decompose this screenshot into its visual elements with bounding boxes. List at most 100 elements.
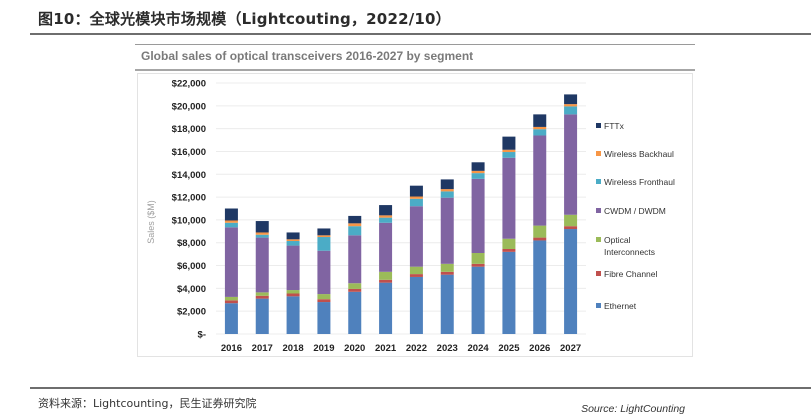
bar-segment-optical-interconnects [224, 296, 238, 301]
x-tick-label: 2025 [498, 343, 520, 354]
bar-segment-ethernet [317, 302, 331, 334]
bar-segment-fibre-channel [348, 288, 362, 292]
legend-label: CWDM / DWDM [604, 206, 666, 216]
x-tick-label: 2022 [406, 343, 427, 354]
bar-segment-ethernet [286, 296, 300, 334]
y-tick-label: $20,000 [172, 101, 206, 112]
bar-segment-wireless-backhaul [317, 235, 331, 238]
bar-segment-fibre-channel [440, 271, 454, 275]
legend-item-wireless-fronthaul: Wireless Fronthaul [596, 177, 675, 187]
y-tick-label: $14,000 [172, 170, 206, 181]
bar-segment-fttx [224, 208, 238, 221]
x-axis-ticks: 2016 2017 2018 2019 2020 2021 2022 2023 2024 2025… [221, 343, 581, 354]
bar-segment-wireless-fronthaul [348, 226, 362, 236]
legend-item-cwdm-dwdm: CWDM / DWDM [596, 206, 666, 216]
bar-segment-wireless-fronthaul [564, 106, 578, 115]
y-axis-ticks: $- $2,000 $4,000 $6,000 $8,000 $10,000 $12,000… [172, 79, 206, 341]
x-tick-label: 2023 [437, 343, 458, 354]
bar-segment-fttx [440, 179, 454, 190]
bar-segment-optical-interconnects [379, 271, 393, 280]
legend-label: Wireless Fronthaul [604, 177, 675, 187]
bar-segment-wireless-backhaul [502, 149, 516, 153]
legend-swatch [596, 151, 601, 156]
bar-segment-cwdm-dwdm [348, 235, 362, 284]
bar-segment-wireless-backhaul [533, 126, 547, 130]
bar-segment-optical-interconnects [286, 290, 300, 294]
bars [224, 94, 578, 334]
bar-segment-cwdm-dwdm [317, 250, 331, 295]
bar-segment-wireless-backhaul [440, 189, 454, 192]
bar-segment-wireless-backhaul [564, 104, 578, 107]
legend-label: Wireless Backhaul [604, 149, 674, 159]
bar-segment-cwdm-dwdm [440, 197, 454, 264]
bar-segment-fttx [379, 205, 393, 216]
x-tick-label: 2026 [529, 343, 550, 354]
bar-segment-wireless-backhaul [379, 215, 393, 218]
bar-segment-optical-interconnects [502, 238, 516, 250]
figure-source-note: 资料来源：Lightcounting，民生证券研究院 [38, 397, 257, 410]
bar-segment-fttx [502, 136, 516, 150]
y-tick-label: $16,000 [172, 147, 206, 158]
bar-segment-ethernet [224, 303, 238, 334]
legend-label: Interconnects [604, 247, 655, 257]
legend-item-fttx: FTTx [596, 121, 625, 131]
legend-item-fibre-channel: Fibre Channel [596, 269, 658, 279]
bar-segment-ethernet [471, 266, 485, 334]
bar-segment-ethernet [564, 229, 578, 334]
bar-segment-ethernet [440, 274, 454, 334]
y-tick-label: $8,000 [177, 238, 206, 249]
bar-segment-fttx [317, 228, 331, 236]
bar-segment-wireless-backhaul [409, 196, 423, 199]
x-tick-label: 2024 [468, 343, 490, 354]
bar-segment-fibre-channel [317, 299, 331, 303]
bar-segment-ethernet [409, 276, 423, 334]
bar-segment-cwdm-dwdm [502, 157, 516, 239]
bar-segment-optical-interconnects [564, 214, 578, 227]
chart-header-rule-bottom [135, 69, 695, 71]
bar-segment-wireless-fronthaul [409, 198, 423, 207]
legend-item-ethernet: Ethernet [596, 301, 637, 311]
legend-swatch [596, 123, 601, 128]
y-tick-label: $2,000 [177, 307, 206, 318]
bar-stack-2021 [379, 205, 393, 334]
legend-swatch [596, 179, 601, 184]
bar-segment-optical-interconnects [471, 252, 485, 264]
title-divider [30, 33, 811, 35]
bar-segment-wireless-fronthaul [533, 129, 547, 136]
bar-segment-wireless-fronthaul [286, 241, 300, 246]
bar-segment-optical-interconnects [409, 266, 423, 275]
x-tick-label: 2019 [313, 343, 334, 354]
chart-title: Global sales of optical transceivers 201… [141, 49, 474, 63]
footer-divider [30, 387, 811, 389]
legend-swatch [596, 303, 601, 308]
bar-segment-fttx [409, 185, 423, 197]
legend-swatch [596, 271, 601, 276]
bar-segment-fttx [286, 232, 300, 240]
bar-stack-2024 [471, 162, 485, 334]
y-tick-label: $6,000 [177, 261, 206, 272]
bar-segment-cwdm-dwdm [286, 245, 300, 291]
legend-swatch [596, 237, 601, 242]
bar-segment-cwdm-dwdm [564, 114, 578, 215]
y-tick-label: $12,000 [172, 193, 206, 204]
bar-segment-fttx [564, 94, 578, 105]
chart-card: Global sales of optical transceivers 201… [135, 44, 695, 415]
bar-segment-fibre-channel [255, 295, 269, 299]
x-tick-label: 2020 [344, 343, 365, 354]
bar-segment-cwdm-dwdm [409, 206, 423, 267]
x-tick-label: 2018 [283, 343, 304, 354]
x-tick-label: 2027 [560, 343, 581, 354]
stacked-bar-chart: $- $2,000 $4,000 $6,000 $8,000 $10,000 $12,000… [146, 79, 675, 355]
bar-segment-fttx [533, 114, 547, 127]
bar-stack-2027 [564, 94, 578, 334]
bar-segment-fibre-channel [533, 237, 547, 241]
bar-segment-optical-interconnects [255, 292, 269, 296]
bar-segment-cwdm-dwdm [255, 237, 269, 293]
bar-segment-cwdm-dwdm [471, 178, 485, 253]
bar-segment-optical-interconnects [348, 283, 362, 289]
bar-segment-wireless-backhaul [255, 232, 269, 235]
bar-stack-2025 [502, 136, 516, 334]
bar-segment-wireless-backhaul [348, 223, 362, 227]
x-tick-label: 2021 [375, 343, 397, 354]
y-tick-label: $10,000 [172, 215, 206, 226]
